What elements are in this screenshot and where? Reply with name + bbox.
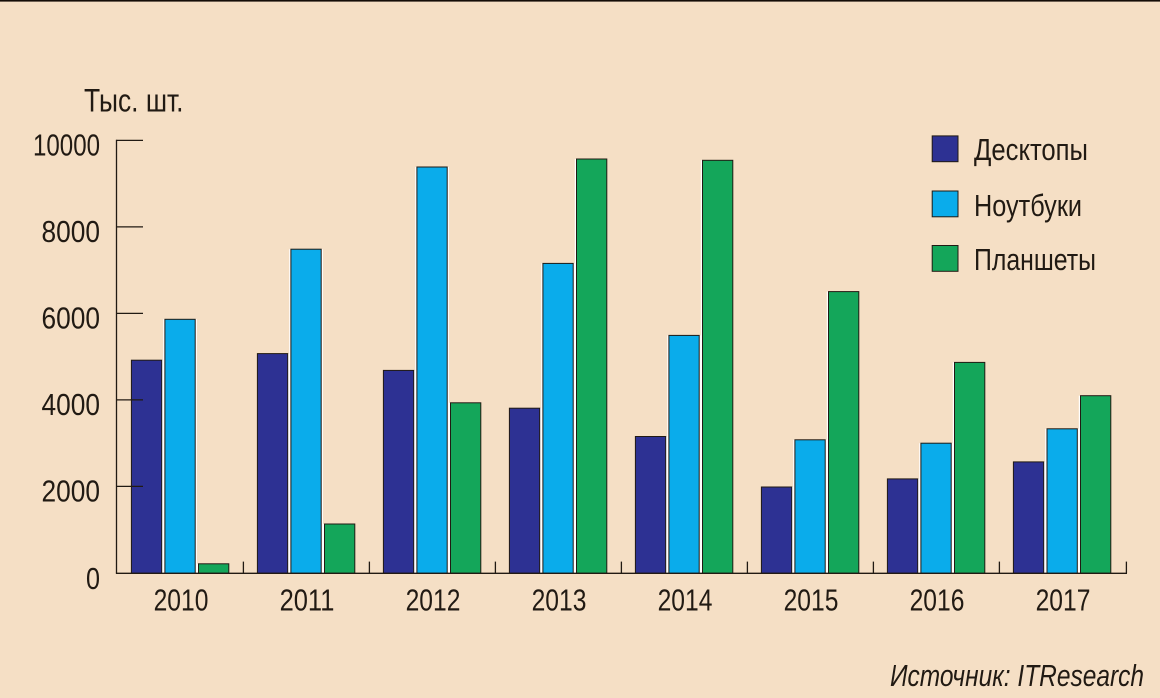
svg-text:Источник: ITResearch: Источник: ITResearch xyxy=(890,659,1144,693)
svg-text:4000: 4000 xyxy=(42,387,101,422)
svg-text:2010: 2010 xyxy=(154,583,209,618)
svg-text:Планшеты: Планшеты xyxy=(974,242,1096,277)
svg-text:2000: 2000 xyxy=(42,474,101,509)
svg-text:Десктопы: Десктопы xyxy=(974,132,1088,167)
svg-text:8000: 8000 xyxy=(42,214,101,249)
svg-text:Тыс. шт.: Тыс. шт. xyxy=(84,82,184,118)
svg-text:2017: 2017 xyxy=(1036,583,1091,618)
svg-text:2016: 2016 xyxy=(910,583,965,618)
svg-text:2011: 2011 xyxy=(280,583,335,618)
svg-text:Ноутбуки: Ноутбуки xyxy=(974,188,1082,223)
svg-text:2015: 2015 xyxy=(784,583,839,618)
svg-text:2012: 2012 xyxy=(406,583,461,618)
svg-text:6000: 6000 xyxy=(42,301,101,336)
svg-text:0: 0 xyxy=(86,561,100,596)
svg-text:2014: 2014 xyxy=(658,583,713,618)
svg-text:10000: 10000 xyxy=(33,128,100,163)
svg-text:2013: 2013 xyxy=(532,583,587,618)
